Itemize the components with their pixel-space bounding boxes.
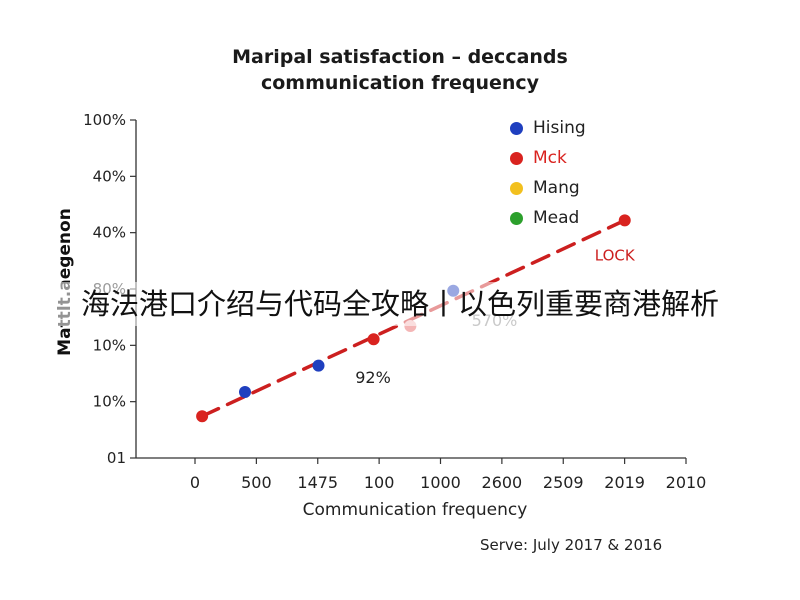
y-tick-label: 01 <box>107 449 126 467</box>
x-tick-label: 1475 <box>297 473 338 492</box>
x-axis-label: Communication frequency <box>302 500 528 520</box>
data-point-mck <box>196 410 209 423</box>
legend-label-mead: Mead <box>533 208 580 228</box>
x-tick-label: 0 <box>190 473 200 492</box>
legend-label-mck: Mck <box>533 148 567 168</box>
x-tick-label: 2019 <box>604 473 645 492</box>
chart-title-line2: communication frequency <box>260 72 540 94</box>
legend-item-mang: Mang <box>510 173 586 203</box>
x-tick-label: 2600 <box>482 473 523 492</box>
y-tick-label: 100% <box>83 111 126 129</box>
legend-item-mck: Mck <box>510 143 586 173</box>
x-tick-label: 2010 <box>666 473 707 492</box>
x-tick-label: 500 <box>241 473 272 492</box>
legend-label-hising: Hising <box>533 118 586 138</box>
legend-swatch-mang <box>510 181 523 195</box>
overlay-banner-text: 海法港口介绍与代码全攻略丨以色列重要商港解析 <box>0 282 800 326</box>
legend-swatch-mck <box>510 151 523 165</box>
data-point-mck <box>367 333 380 346</box>
y-tick-label: 10% <box>93 393 126 411</box>
data-point-hising <box>239 386 251 398</box>
x-tick-label: 1000 <box>420 473 461 492</box>
legend-item-hising: Hising <box>510 113 586 143</box>
legend-swatch-hising <box>510 121 523 135</box>
legend-item-mead: Mead <box>510 203 586 233</box>
legend-label-mang: Mang <box>533 178 580 198</box>
x-axis-ticks: 0 500 1475 100 1000 2600 2509 2019 2010 <box>190 458 706 492</box>
annotation-label: 92% <box>355 368 391 387</box>
chart-title-line1: Maripal satisfaction – deccands <box>232 46 568 68</box>
legend-swatch-mead <box>510 211 523 225</box>
data-point-hising <box>312 359 325 372</box>
source-note: Serve: July 2017 & 2016 <box>480 536 663 554</box>
x-tick-label: 2509 <box>543 473 584 492</box>
y-tick-label: 40% <box>93 167 126 185</box>
y-tick-label: 40% <box>93 224 126 242</box>
x-tick-label: 100 <box>364 473 395 492</box>
data-point-mck <box>618 214 631 227</box>
legend: Hising Mck Mang Mead <box>510 113 586 233</box>
trendline-label: LOCK <box>595 246 636 264</box>
y-tick-label: 10% <box>93 336 126 354</box>
